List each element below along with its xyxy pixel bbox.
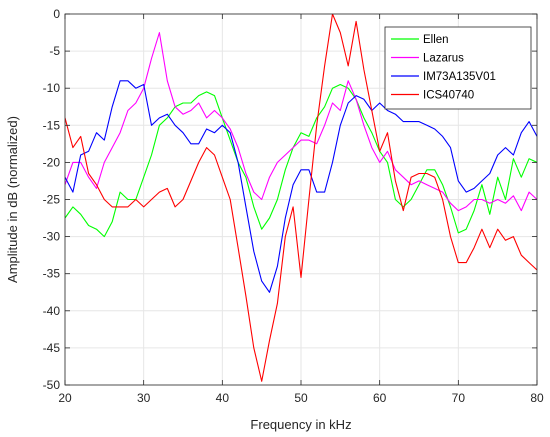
legend-label: ICS40740 [423, 90, 474, 102]
series-line-ellen [65, 83, 537, 238]
y-tick-label: -35 [43, 267, 61, 281]
y-axis-label: Amplitude in dB (normalized) [5, 116, 20, 283]
y-tick-label: -30 [43, 230, 61, 244]
x-axis-label: Frequency in kHz [250, 417, 351, 432]
y-tick-label: -5 [49, 44, 60, 58]
legend: Ellen Lazarus IM73A135V01 ICS40740 [384, 26, 532, 110]
legend-box [384, 26, 532, 110]
x-tick-label: 20 [58, 391, 72, 405]
x-tick-label: 40 [216, 391, 230, 405]
y-tick-label: -10 [43, 81, 61, 95]
x-tick-label: 70 [452, 391, 466, 405]
x-axis-ticks: 20 30 40 50 60 70 80 [58, 14, 544, 405]
series-line-ics40740 [65, 14, 537, 382]
y-tick-label: -20 [43, 155, 61, 169]
y-tick-label: -45 [43, 341, 61, 355]
x-tick-label: 60 [373, 391, 387, 405]
legend-label: Lazarus [423, 53, 464, 65]
y-tick-label: -40 [43, 304, 61, 318]
series-lines [65, 14, 537, 382]
x-tick-label: 50 [294, 391, 308, 405]
y-tick-label: -15 [43, 118, 61, 132]
y-tick-label: 0 [53, 7, 60, 21]
y-axis-ticks: -50-45-40-35-30-25-20-15-10-50 [43, 7, 537, 392]
y-tick-label: -50 [43, 378, 61, 392]
legend-label: IM73A135V01 [423, 71, 496, 83]
series-line-im73a135v01 [65, 80, 537, 293]
x-tick-label: 80 [530, 391, 544, 405]
y-tick-label: -25 [43, 193, 61, 207]
series-line-lazarus [65, 32, 537, 212]
x-tick-label: 30 [137, 391, 151, 405]
legend-label: Ellen [423, 34, 449, 46]
